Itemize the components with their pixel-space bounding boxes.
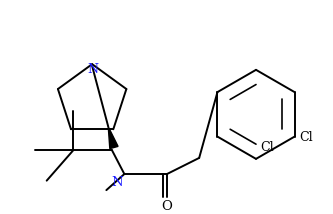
Text: O: O (162, 200, 172, 213)
Text: Cl: Cl (299, 131, 313, 144)
Text: Cl: Cl (260, 141, 273, 154)
Text: N: N (88, 63, 99, 76)
Polygon shape (108, 127, 118, 149)
Text: N: N (112, 176, 124, 189)
